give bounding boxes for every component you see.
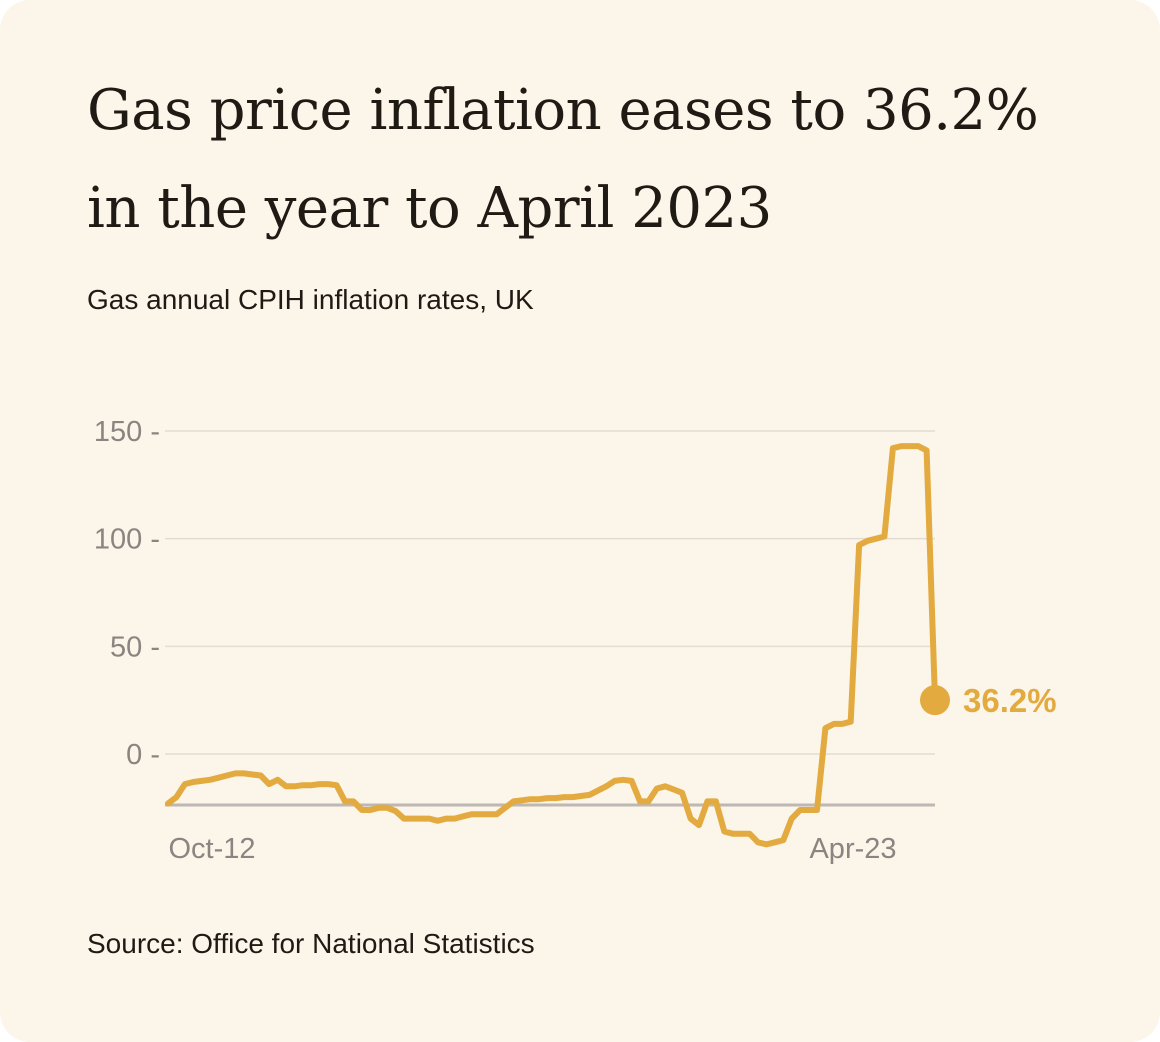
y-tick-label-0: 0 - bbox=[126, 739, 160, 771]
series-layer: 36.2% bbox=[165, 443, 1057, 848]
chart-subtitle: Gas annual CPIH inflation rates, UK bbox=[87, 284, 534, 315]
y-tick-label-150: 150 - bbox=[94, 416, 160, 448]
x-tick-label-apr-23: Apr-23 bbox=[809, 833, 896, 865]
gridlines bbox=[165, 430, 935, 755]
y-tick-label-50: 50 - bbox=[110, 631, 160, 663]
series-end-point bbox=[920, 685, 950, 716]
x-axis-tick-labels: Oct-12 Apr-23 bbox=[168, 833, 896, 865]
y-axis-tick-labels: 0 - 50 - 100 - 150 - bbox=[94, 416, 160, 771]
y-tick-label-100: 100 - bbox=[94, 524, 160, 556]
series-end-label: 36.2% bbox=[963, 682, 1057, 719]
x-tick-label-oct-12: Oct-12 bbox=[168, 833, 255, 865]
series-line-gas-inflation bbox=[165, 443, 938, 848]
source-note: Source: Office for National Statistics bbox=[87, 928, 535, 959]
chart-title: Gas price inflation eases to 36.2% in th… bbox=[87, 78, 1039, 241]
